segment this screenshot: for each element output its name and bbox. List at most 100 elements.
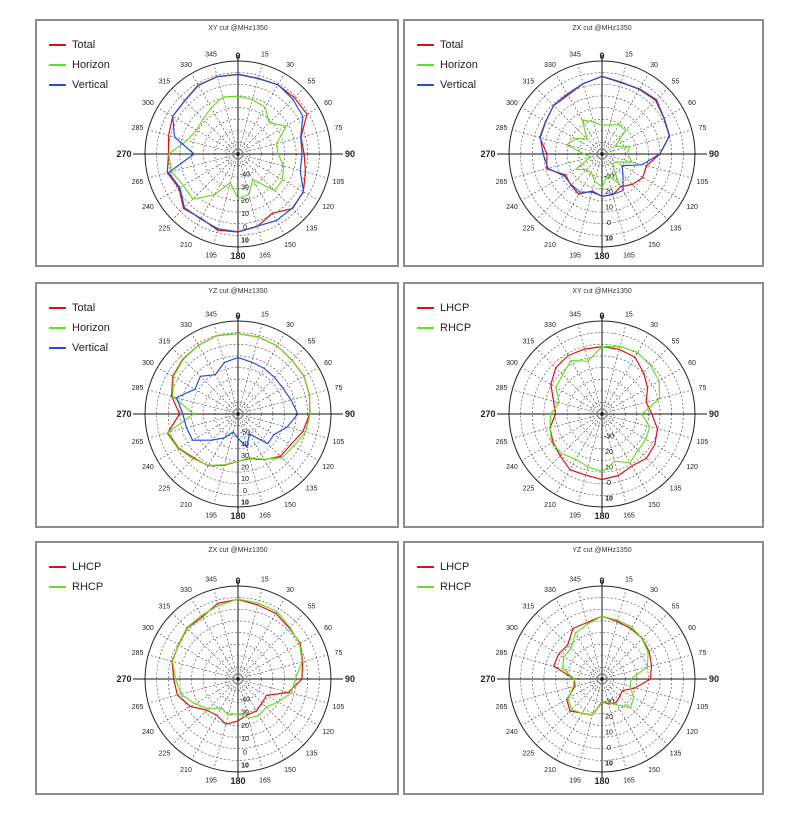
angle-tick-label: 150 bbox=[648, 767, 660, 774]
grid-spoke bbox=[536, 678, 603, 745]
angle-tick-label: 105 bbox=[333, 704, 345, 711]
legend-label: LHCP bbox=[440, 302, 470, 314]
radial-tick-label: 20 bbox=[241, 723, 249, 730]
grid-spoke bbox=[148, 129, 239, 155]
angle-tick-label: 225 bbox=[159, 486, 171, 493]
chart-title: ZX cut @MHz1350 bbox=[572, 25, 632, 32]
radial-tick-label: 10 bbox=[605, 730, 613, 737]
angle-tick-label: 270 bbox=[480, 409, 495, 419]
angle-tick-label: 330 bbox=[180, 322, 192, 329]
radial-tick-label: 10 bbox=[241, 211, 249, 218]
grid-spoke bbox=[601, 678, 668, 745]
zx-cut-vh-panel: ZX cut @MHz1350 0 15 30 55 60 75 90 105 120 135 15… bbox=[403, 19, 764, 267]
grid-spoke bbox=[237, 413, 263, 504]
grid-spoke bbox=[148, 678, 239, 704]
angle-tick-label: 150 bbox=[284, 502, 296, 509]
angle-tick-label: 285 bbox=[132, 125, 144, 132]
grid-spoke bbox=[191, 678, 239, 760]
angle-tick-label: 345 bbox=[569, 577, 581, 584]
radial-tick-label: 10 bbox=[241, 476, 249, 483]
angle-tick-label: 330 bbox=[544, 322, 556, 329]
grid-spoke bbox=[601, 678, 649, 760]
grid-spoke bbox=[172, 613, 239, 680]
radial-tick-label: 30 bbox=[241, 710, 249, 717]
legend-label: Horizon bbox=[72, 322, 110, 334]
angle-tick-label: 315 bbox=[523, 338, 535, 345]
grid-spoke bbox=[237, 678, 304, 745]
radial-tick-label: -30 bbox=[604, 699, 614, 706]
angle-tick-label: 120 bbox=[322, 204, 334, 211]
angle-tick-label: 120 bbox=[322, 464, 334, 471]
grid-spoke bbox=[237, 613, 304, 680]
angle-tick-label: 15 bbox=[625, 312, 633, 319]
radial-tick-label: 0 bbox=[607, 480, 611, 487]
angle-tick-label: 55 bbox=[672, 603, 680, 610]
grid-spoke bbox=[191, 598, 239, 680]
grid-spoke bbox=[536, 88, 603, 155]
chart-title: YZ cut @MHz1350 bbox=[572, 547, 632, 554]
angle-tick-label: 315 bbox=[523, 603, 535, 610]
grid-spoke bbox=[237, 389, 328, 415]
legend-item-total: Total bbox=[417, 35, 478, 55]
angle-tick-label: 150 bbox=[648, 502, 660, 509]
grid-spoke bbox=[555, 678, 603, 760]
angle-tick-label: 165 bbox=[623, 777, 635, 784]
polar-plot: 0 15 30 55 60 75 90 105 120 135 150 165 180 195 210 225… bbox=[116, 576, 355, 786]
grid-spoke bbox=[157, 632, 239, 680]
angle-tick-label: 315 bbox=[523, 78, 535, 85]
series-line-vertical bbox=[168, 73, 305, 233]
grid-spoke bbox=[536, 613, 603, 680]
angle-tick-label: 150 bbox=[648, 242, 660, 249]
legend-item-lhcp: LHCP bbox=[417, 557, 471, 577]
grid-spoke bbox=[237, 598, 285, 680]
angle-tick-label: 90 bbox=[709, 674, 719, 684]
grid-spoke bbox=[213, 64, 239, 155]
angle-tick-label: 135 bbox=[306, 486, 318, 493]
angle-tick-label: 30 bbox=[650, 587, 658, 594]
legend-swatch bbox=[49, 44, 66, 46]
legend-label: Vertical bbox=[72, 342, 109, 354]
angle-tick-label: 345 bbox=[205, 312, 217, 319]
angle-tick-label: 300 bbox=[506, 360, 518, 367]
polar-plot: 0 15 30 55 60 75 90 105 120 135 150 165 180 195 210 225… bbox=[480, 576, 719, 786]
angle-tick-label: 270 bbox=[480, 674, 495, 684]
grid-spoke bbox=[512, 389, 603, 415]
angle-tick-label: 55 bbox=[672, 338, 680, 345]
angle-tick-label: 345 bbox=[569, 52, 581, 59]
angle-tick-label: 265 bbox=[132, 179, 144, 186]
angle-tick-label: 90 bbox=[345, 149, 355, 159]
grid-spoke bbox=[237, 153, 319, 201]
angle-tick-label: 270 bbox=[116, 149, 131, 159]
angle-tick-label: 105 bbox=[333, 179, 345, 186]
radial-tick-label: 0 bbox=[243, 488, 247, 495]
grid-spoke bbox=[577, 324, 603, 415]
angle-tick-label: 195 bbox=[205, 512, 217, 519]
grid-spoke bbox=[601, 153, 683, 201]
angle-tick-label: 0 bbox=[235, 576, 240, 586]
angle-tick-label: 225 bbox=[159, 751, 171, 758]
legend-swatch bbox=[49, 64, 66, 66]
angle-tick-label: 135 bbox=[306, 751, 318, 758]
angle-tick-label: 225 bbox=[523, 486, 535, 493]
radial-tick-label: 10 bbox=[241, 499, 249, 506]
zx-cut-cp-panel: ZX cut @MHz1350 0 15 30 55 60 75 90 105 120 135 15… bbox=[35, 541, 399, 795]
legend-label: Total bbox=[72, 39, 96, 51]
grid-spoke bbox=[555, 153, 603, 235]
angle-tick-label: 165 bbox=[259, 777, 271, 784]
radial-tick-label: 20 bbox=[605, 449, 613, 456]
angle-tick-label: 330 bbox=[544, 587, 556, 594]
grid-spoke bbox=[601, 589, 627, 680]
angle-tick-label: 265 bbox=[496, 439, 508, 446]
chart-title: YZ cut @MHz1350 bbox=[208, 288, 268, 295]
angle-tick-label: 0 bbox=[235, 51, 240, 61]
angle-tick-label: 210 bbox=[180, 242, 192, 249]
grid-spoke bbox=[601, 413, 692, 439]
angle-tick-label: 120 bbox=[322, 729, 334, 736]
grid-spoke bbox=[521, 678, 603, 726]
angle-tick-label: 270 bbox=[116, 409, 131, 419]
series-line-vertical bbox=[539, 75, 670, 197]
radial-tick-label: 10 bbox=[605, 465, 613, 472]
grid-spoke bbox=[577, 413, 603, 504]
grid-spoke bbox=[157, 153, 239, 201]
series-line-rhcp bbox=[171, 598, 303, 719]
